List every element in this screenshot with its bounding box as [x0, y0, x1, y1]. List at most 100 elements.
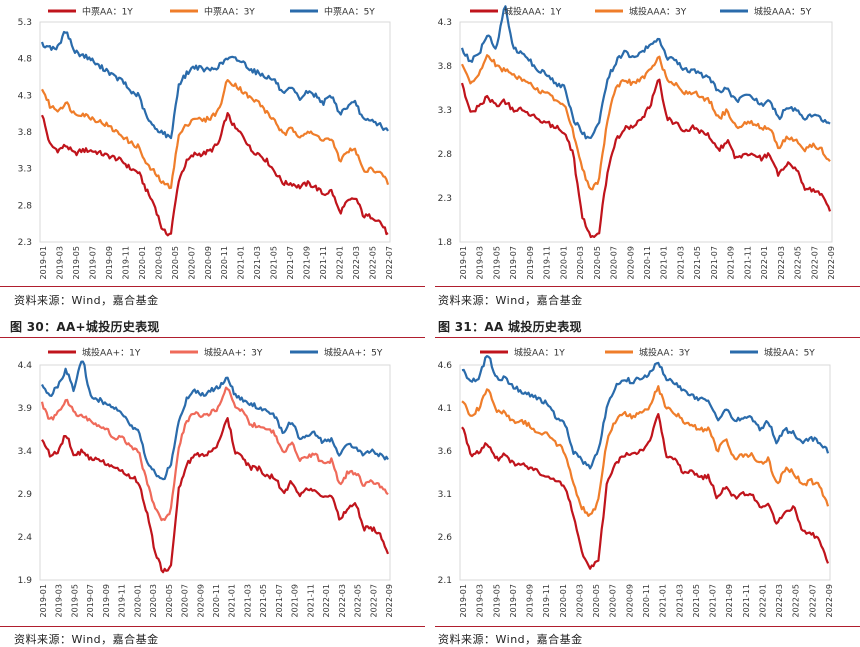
- y-tick-label: 3.6: [438, 447, 453, 457]
- x-tick-label: 2022-01: [336, 246, 345, 279]
- x-tick-label: 2020-11: [220, 246, 229, 279]
- x-tick-label: 2020-07: [609, 584, 618, 617]
- source-note-2: 资料来源：Wind，嘉合基金: [438, 294, 583, 307]
- x-tick-label: 2020-05: [592, 584, 601, 617]
- y-tick-label: 2.9: [18, 490, 33, 500]
- legend-label: 城投AAA：5Y: [754, 6, 812, 18]
- x-tick-label: 2021-09: [291, 584, 300, 617]
- x-tick-label: 2020-07: [187, 246, 196, 279]
- x-tick-label: 2022-03: [338, 584, 347, 617]
- x-tick-label: 2022-01: [758, 584, 767, 617]
- x-tick-label: 2020-11: [212, 584, 221, 617]
- x-tick-label: 2019-09: [526, 246, 535, 279]
- series-line: [40, 30, 389, 140]
- x-tick-label: 2019-11: [542, 584, 551, 617]
- y-tick-label: 4.4: [18, 361, 33, 371]
- legend-label: 城投AAA：3Y: [629, 6, 687, 18]
- y-tick-label: 5.3: [18, 18, 32, 28]
- x-tick-label: 2021-05: [270, 246, 279, 279]
- divider-top-right: [435, 286, 860, 287]
- source-note-4: 资料来源：Wind，嘉合基金: [438, 633, 583, 646]
- legend-label: 城投AA+：1Y: [82, 347, 141, 359]
- x-tick-label: 2019-03: [476, 246, 485, 279]
- x-tick-label: 2020-09: [204, 246, 213, 279]
- x-tick-label: 2019-01: [39, 246, 48, 279]
- series-line: [461, 54, 831, 191]
- x-tick-label: 2021-11: [306, 584, 315, 617]
- y-tick-label: 3.3: [438, 106, 452, 116]
- y-tick-label: 3.9: [18, 404, 33, 414]
- y-tick-label: 3.8: [18, 128, 33, 138]
- chart-2: 1.8 2.3 2.8 3.3 3.8 4.3 2019-01 2019-03 2019-05 2…: [438, 5, 836, 279]
- y-tick-label: 2.8: [18, 201, 33, 211]
- x-tick-label: 2020-05: [165, 584, 174, 617]
- legend-label: 中票AA：3Y: [204, 6, 255, 18]
- series-line: [41, 360, 389, 481]
- y-tick-label: 1.9: [18, 576, 33, 586]
- x-tick-label: 2020-03: [149, 584, 158, 617]
- divider-title-right: [435, 337, 860, 338]
- series-line: [40, 386, 389, 522]
- x-tick-label: 2022-01: [760, 246, 769, 279]
- x-tick-label: 2019-11: [543, 246, 552, 279]
- x-tick-label: 2019-01: [459, 246, 468, 279]
- x-tick-label: 2021-01: [659, 584, 668, 617]
- y-tick-label: 3.1: [438, 490, 452, 500]
- y-tick-label: 2.4: [18, 533, 33, 543]
- legend-label: 城投AA：3Y: [639, 347, 690, 359]
- x-tick-label: 2022-03: [777, 246, 786, 279]
- x-tick-label: 2019-01: [459, 584, 468, 617]
- x-tick-label: 2022-01: [322, 584, 331, 617]
- x-tick-label: 2022-07: [808, 584, 817, 617]
- x-tick-label: 2021-05: [692, 584, 701, 617]
- legend-label: 城投AA：1Y: [514, 347, 565, 359]
- series-line: [40, 112, 389, 237]
- x-tick-label: 2021-05: [693, 246, 702, 279]
- series-line: [41, 417, 390, 574]
- x-tick-label: 2020-05: [593, 246, 602, 279]
- x-tick-label: 2021-07: [709, 584, 718, 617]
- x-tick-label: 2020-01: [559, 584, 568, 617]
- y-tick-label: 4.3: [438, 18, 452, 28]
- x-tick-label: 2020-01: [138, 246, 147, 279]
- plot-frame: [39, 364, 391, 581]
- x-tick-label: 2021-09: [303, 246, 312, 279]
- x-tick-label: 2019-09: [526, 584, 535, 617]
- source-note-3: 资料来源：Wind，嘉合基金: [14, 633, 159, 646]
- x-tick-label: 2022-05: [369, 246, 378, 279]
- x-tick-label: 2021-01: [228, 584, 237, 617]
- x-tick-label: 2022-09: [827, 246, 836, 279]
- x-tick-label: 2020-09: [626, 246, 635, 279]
- divider-bottom-right: [435, 626, 860, 627]
- x-tick-label: 2021-03: [253, 246, 262, 279]
- series-line: [461, 413, 830, 570]
- x-tick-label: 2020-03: [575, 584, 584, 617]
- series-line: [460, 78, 832, 239]
- x-tick-label: 2019-05: [70, 584, 79, 617]
- x-tick-label: 2022-03: [352, 246, 361, 279]
- x-tick-label: 2019-05: [492, 584, 501, 617]
- y-tick-label: 1.8: [438, 238, 453, 248]
- legend-label: 中票AA：1Y: [82, 6, 133, 18]
- x-tick-label: 2019-03: [55, 246, 64, 279]
- series-line: [41, 79, 390, 190]
- x-tick-label: 2021-05: [259, 584, 268, 617]
- x-tick-label: 2019-07: [509, 584, 518, 617]
- y-tick-label: 3.8: [438, 62, 453, 72]
- x-tick-label: 2020-05: [171, 246, 180, 279]
- chart-1: 2.3 2.8 3.3 3.8 4.3 4.8 5.3 2019-01 2019-03 2019-…: [18, 6, 394, 280]
- source-note-1: 资料来源：Wind，嘉合基金: [14, 294, 159, 307]
- legend-label: 城投AA：5Y: [764, 347, 815, 359]
- legend-label: 中票AA：5Y: [324, 6, 375, 18]
- x-tick-label: 2019-09: [105, 246, 114, 279]
- plot-frame: [39, 21, 391, 243]
- x-tick-label: 2019-03: [476, 584, 485, 617]
- x-tick-label: 2019-07: [88, 246, 97, 279]
- y-tick-label: 2.3: [438, 194, 452, 204]
- x-tick-label: 2022-09: [825, 584, 834, 617]
- x-tick-label: 2022-05: [794, 246, 803, 279]
- x-tick-label: 2020-09: [196, 584, 205, 617]
- x-tick-label: 2020-07: [610, 246, 619, 279]
- y-tick-label: 4.8: [18, 55, 33, 65]
- x-tick-label: 2022-05: [354, 584, 363, 617]
